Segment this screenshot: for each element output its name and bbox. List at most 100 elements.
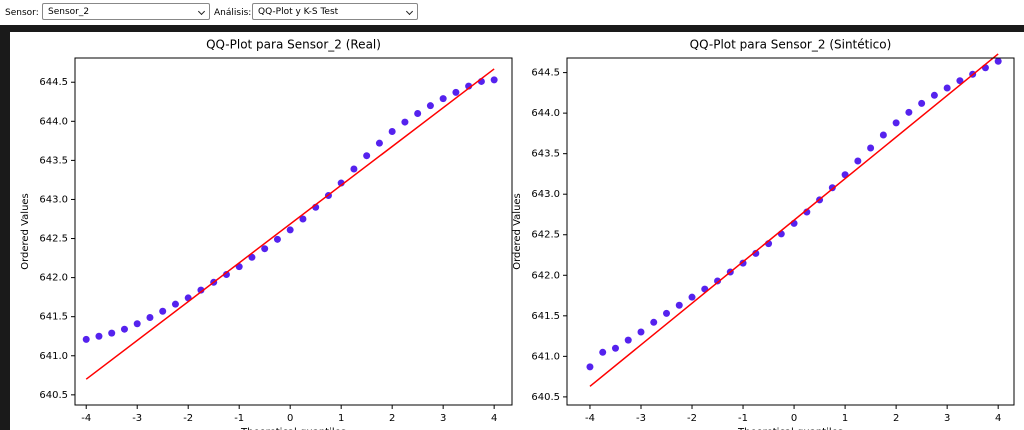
x-tick-label: 1 bbox=[338, 413, 344, 424]
control-label: Sensor: bbox=[5, 8, 39, 18]
y-tick-label: 641.5 bbox=[531, 311, 560, 322]
x-tick-label: 4 bbox=[491, 413, 497, 424]
y-tick-label: 643.5 bbox=[39, 155, 68, 166]
control-label: Análisis: bbox=[214, 8, 252, 18]
point bbox=[943, 84, 951, 92]
point bbox=[95, 332, 103, 340]
x-tick-label: -3 bbox=[132, 413, 142, 424]
point bbox=[930, 91, 938, 99]
point bbox=[611, 344, 619, 352]
x-tick-label: -2 bbox=[687, 413, 697, 424]
y-tick-label: 643.0 bbox=[531, 189, 560, 200]
plot-frame bbox=[74, 57, 513, 406]
point bbox=[350, 165, 358, 173]
y-tick-label: 644.0 bbox=[531, 108, 560, 119]
x-tick-label: -2 bbox=[183, 413, 193, 424]
point bbox=[363, 152, 371, 160]
x-tick-label: -3 bbox=[636, 413, 646, 424]
point bbox=[133, 320, 141, 328]
point bbox=[146, 313, 154, 321]
x-tick-label: 3 bbox=[440, 413, 446, 424]
x-axis-label: Theoretical quantiles bbox=[737, 427, 843, 430]
y-tick-label: 641.5 bbox=[39, 312, 68, 323]
point bbox=[714, 277, 722, 285]
point bbox=[375, 139, 383, 147]
x-tick-label: -1 bbox=[738, 413, 748, 424]
x-tick-label: 0 bbox=[287, 413, 293, 424]
x-tick-label: 2 bbox=[893, 413, 899, 424]
x-tick-label: 0 bbox=[791, 413, 797, 424]
point bbox=[624, 336, 632, 344]
point bbox=[663, 309, 671, 317]
point bbox=[401, 118, 409, 126]
point bbox=[248, 253, 256, 261]
x-tick-label: 3 bbox=[944, 413, 950, 424]
analysis-select[interactable]: QQ-Plot y K-S Test bbox=[252, 3, 418, 20]
point bbox=[675, 301, 683, 309]
y-tick-label: 642.0 bbox=[531, 270, 560, 281]
y-tick-label: 644.5 bbox=[531, 68, 560, 79]
point bbox=[273, 235, 281, 243]
y-tick-label: 642.0 bbox=[39, 273, 68, 284]
point bbox=[286, 226, 294, 234]
x-tick-label: 4 bbox=[995, 413, 1001, 424]
toolbar: Sensor: Sensor_2 Análisis: QQ-Plot y K-S… bbox=[0, 0, 1024, 25]
point bbox=[688, 293, 696, 301]
x-tick-label: -4 bbox=[81, 413, 91, 424]
y-tick-label: 641.0 bbox=[531, 351, 560, 362]
x-tick-label: 1 bbox=[842, 413, 848, 424]
point bbox=[452, 88, 460, 96]
point bbox=[159, 307, 167, 315]
y-tick-label: 641.0 bbox=[39, 351, 68, 362]
fit-line bbox=[589, 53, 999, 387]
side-band bbox=[0, 32, 10, 430]
point bbox=[752, 249, 760, 257]
y-tick-label: 642.5 bbox=[39, 234, 68, 245]
point bbox=[956, 77, 964, 85]
point bbox=[586, 363, 594, 371]
point bbox=[994, 57, 1002, 65]
point bbox=[892, 119, 900, 127]
point bbox=[197, 286, 205, 294]
point bbox=[439, 95, 447, 103]
sensor-select[interactable]: Sensor_2 bbox=[42, 3, 210, 20]
y-tick-label: 643.0 bbox=[39, 194, 68, 205]
fit-line bbox=[85, 68, 495, 380]
point bbox=[120, 325, 128, 333]
x-tick-label: 2 bbox=[389, 413, 395, 424]
divider bbox=[0, 25, 1024, 32]
y-tick-label: 644.0 bbox=[39, 116, 68, 127]
y-axis-label: Ordered Values bbox=[512, 193, 523, 270]
point bbox=[299, 215, 307, 223]
point bbox=[426, 102, 434, 110]
point bbox=[637, 328, 645, 336]
point bbox=[222, 270, 230, 278]
charts: QQ-Plot para Sensor_2 (Real) Theoretical … bbox=[0, 32, 1015, 430]
y-tick-label: 642.5 bbox=[531, 230, 560, 241]
point bbox=[739, 259, 747, 267]
y-axis-label: Ordered Values bbox=[20, 193, 31, 270]
point bbox=[171, 300, 179, 308]
point bbox=[261, 245, 269, 253]
x-tick-label: -1 bbox=[234, 413, 244, 424]
point bbox=[867, 144, 875, 152]
plot-frame bbox=[566, 57, 1015, 406]
y-tick-label: 640.5 bbox=[39, 390, 68, 401]
point bbox=[414, 109, 422, 117]
point bbox=[879, 131, 887, 139]
y-tick-label: 640.5 bbox=[531, 392, 560, 403]
y-tick-label: 644.5 bbox=[39, 77, 68, 88]
y-tick-label: 643.5 bbox=[531, 149, 560, 160]
point bbox=[490, 76, 498, 84]
point bbox=[388, 127, 396, 135]
point bbox=[108, 329, 116, 337]
point bbox=[918, 99, 926, 107]
point bbox=[854, 157, 862, 165]
x-tick-label: -4 bbox=[585, 413, 595, 424]
x-axis-label: Theoretical quantiles bbox=[240, 427, 346, 430]
point bbox=[905, 108, 913, 116]
point bbox=[599, 348, 607, 356]
point bbox=[650, 318, 658, 326]
chart-title: QQ-Plot para Sensor_2 (Real) bbox=[206, 38, 381, 52]
